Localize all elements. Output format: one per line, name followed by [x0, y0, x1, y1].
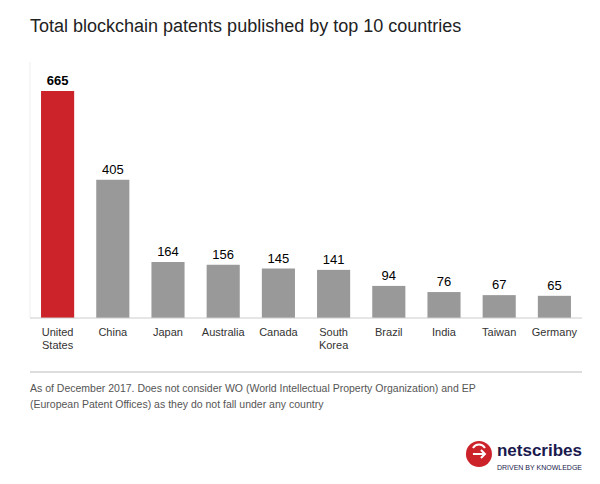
bar [372, 286, 405, 318]
x-tick-label: Germany [532, 326, 578, 338]
footnote: (European Patent Offices) as they do not… [30, 398, 324, 410]
data-label: 141 [323, 252, 345, 267]
x-tick-label: Taiwan [482, 326, 516, 338]
logo-text: netscribes [497, 441, 582, 460]
x-tick-label-part: United [42, 326, 74, 338]
data-label: 94 [382, 268, 396, 283]
data-label: 145 [268, 251, 290, 266]
bar [317, 270, 350, 318]
bar [483, 295, 516, 318]
x-tick-label-part: Korea [319, 339, 349, 351]
data-labels: 665 405 164 156 145 141 94 76 67 65 [47, 73, 562, 293]
background [0, 0, 600, 484]
data-label: 67 [492, 277, 506, 292]
bar [207, 265, 240, 318]
x-tick-label: Australia [202, 326, 246, 338]
x-tick-label: UnitedStates [42, 326, 74, 351]
x-tick-label-part: States [42, 339, 74, 351]
separator [30, 372, 582, 373]
data-label: 65 [547, 278, 561, 293]
logo-icon-arc [473, 445, 485, 448]
y-axis-line [30, 62, 31, 318]
bar [41, 91, 74, 318]
data-label: 164 [157, 244, 179, 259]
bar [262, 269, 295, 318]
bars [41, 91, 571, 318]
x-tick-label: Canada [259, 326, 298, 338]
footnote: As of December 2017. Does not consider W… [30, 382, 476, 394]
x-tick-label-part: South [319, 326, 348, 338]
x-tick-label: China [98, 326, 128, 338]
x-tick-label: Japan [153, 326, 183, 338]
bar [96, 180, 129, 318]
logo-icon-arrow [473, 450, 485, 458]
data-label: 665 [47, 73, 69, 88]
x-tick-labels: UnitedStates China Japan Australia Canada Sou… [42, 326, 578, 351]
data-label: 405 [102, 162, 124, 177]
x-tick-label: SouthKorea [319, 326, 349, 351]
bar [538, 296, 571, 318]
data-label: 76 [437, 274, 451, 289]
chart-title: Total blockchain patents published by to… [30, 16, 461, 36]
bar [427, 292, 460, 318]
x-tick-label: Brazil [375, 326, 403, 338]
bar [151, 262, 184, 318]
logo-tagline: DRIVEN BY KNOWLEDGE [497, 464, 582, 471]
logo-icon [466, 441, 492, 467]
x-tick-label: India [432, 326, 457, 338]
x-axis-line [30, 318, 582, 319]
data-label: 156 [212, 247, 234, 262]
chart-svg: Total blockchain patents published by to… [0, 0, 600, 484]
